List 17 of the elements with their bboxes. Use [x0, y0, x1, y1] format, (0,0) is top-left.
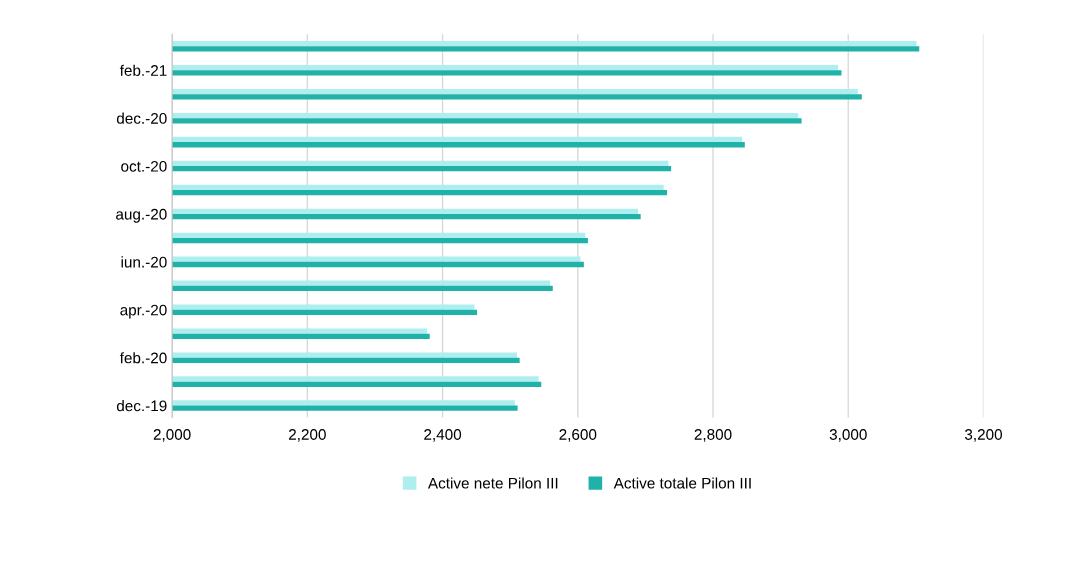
y-tick-label: feb.-20	[119, 352, 167, 364]
x-tick-label: 2,200	[288, 429, 326, 442]
x-tick-label: 2,000	[153, 429, 191, 442]
y-tick-label: aug.-20	[116, 208, 167, 223]
y-tick-label: dec.-19	[116, 400, 167, 412]
legend-label: Active nete Pilon III	[427, 477, 558, 489]
y-tick-label: feb.-21	[119, 64, 167, 76]
y-tick-label: dec.-20	[116, 112, 167, 124]
legend-label: Active totale Pilon III	[613, 477, 751, 489]
x-tick-label: 2,400	[424, 429, 462, 442]
y-tick-label: iun.-20	[121, 256, 167, 268]
y-tick-label: oct.-20	[121, 160, 167, 172]
x-tick-label: 2,600	[559, 429, 597, 442]
y-tick-label: apr.-20	[120, 304, 167, 319]
x-tick-label: 2,800	[694, 429, 732, 442]
x-tick-label: 3,000	[829, 429, 867, 442]
x-tick-label: 3,200	[964, 429, 1002, 442]
